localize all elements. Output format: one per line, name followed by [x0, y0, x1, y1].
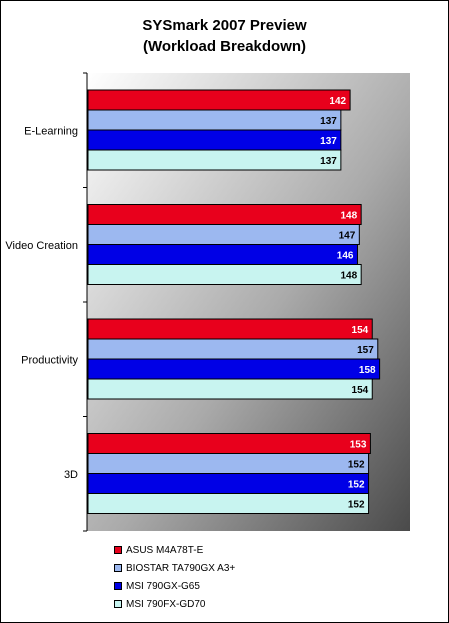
legend-label: ASUS M4A78T-E	[126, 544, 204, 556]
legend-swatch	[114, 546, 122, 554]
bar	[87, 378, 373, 400]
bar	[87, 318, 373, 340]
chart-subtitle: (Workload Breakdown)	[142, 38, 307, 55]
data-label: 153	[350, 440, 367, 451]
data-label: 154	[352, 325, 369, 336]
bar	[87, 109, 342, 131]
data-label: 154	[352, 385, 369, 396]
bar	[87, 493, 370, 514]
category-label: 3D	[64, 469, 78, 481]
category-label: Productivity	[21, 354, 78, 366]
data-label: 146	[337, 251, 354, 262]
data-label: 158	[359, 365, 376, 376]
legend-item: BIOSTAR TA790GX A3+	[114, 559, 235, 577]
legend-item: MSI 790GX-G65	[114, 577, 235, 595]
data-label: 152	[348, 480, 365, 491]
category-label: E-Learning	[24, 125, 78, 137]
data-label: 137	[320, 116, 337, 127]
data-label: 142	[329, 96, 346, 107]
data-label: 137	[320, 136, 337, 147]
bar	[87, 204, 362, 225]
legend-label: MSI 790GX-G65	[126, 580, 200, 592]
bar	[87, 89, 351, 111]
bar	[87, 149, 342, 171]
data-label: 148	[340, 271, 357, 282]
legend-label: BIOSTAR TA790GX A3+	[126, 562, 236, 574]
data-label: 152	[348, 500, 365, 511]
data-label: 147	[339, 231, 356, 242]
bar	[87, 338, 379, 360]
legend-swatch	[114, 600, 122, 608]
chart-title: SYSmark 2007 Preview (Workload Breakdown…	[1, 15, 448, 57]
bar	[87, 244, 358, 265]
bar	[87, 224, 360, 245]
bar	[87, 264, 362, 285]
category-label: Video Creation	[5, 240, 78, 252]
chart-title-line1: SYSmark 2007 Preview	[142, 17, 307, 34]
data-label: 137	[320, 156, 337, 167]
legend-label: MSI 790FX-GD70	[126, 598, 206, 610]
bar	[87, 453, 370, 474]
legend-item: ASUS M4A78T-E	[114, 541, 235, 559]
legend: ASUS M4A78T-E BIOSTAR TA790GX A3+ MSI 790G…	[114, 541, 235, 613]
bar	[87, 358, 381, 380]
legend-swatch	[114, 582, 122, 590]
data-label: 148	[340, 211, 357, 222]
legend-item: MSI 790FX-GD70	[114, 595, 235, 613]
data-label: 157	[357, 345, 374, 356]
bar	[87, 129, 342, 151]
legend-swatch	[114, 564, 122, 572]
bar	[87, 433, 371, 454]
bar	[87, 473, 370, 494]
data-label: 152	[348, 460, 365, 471]
